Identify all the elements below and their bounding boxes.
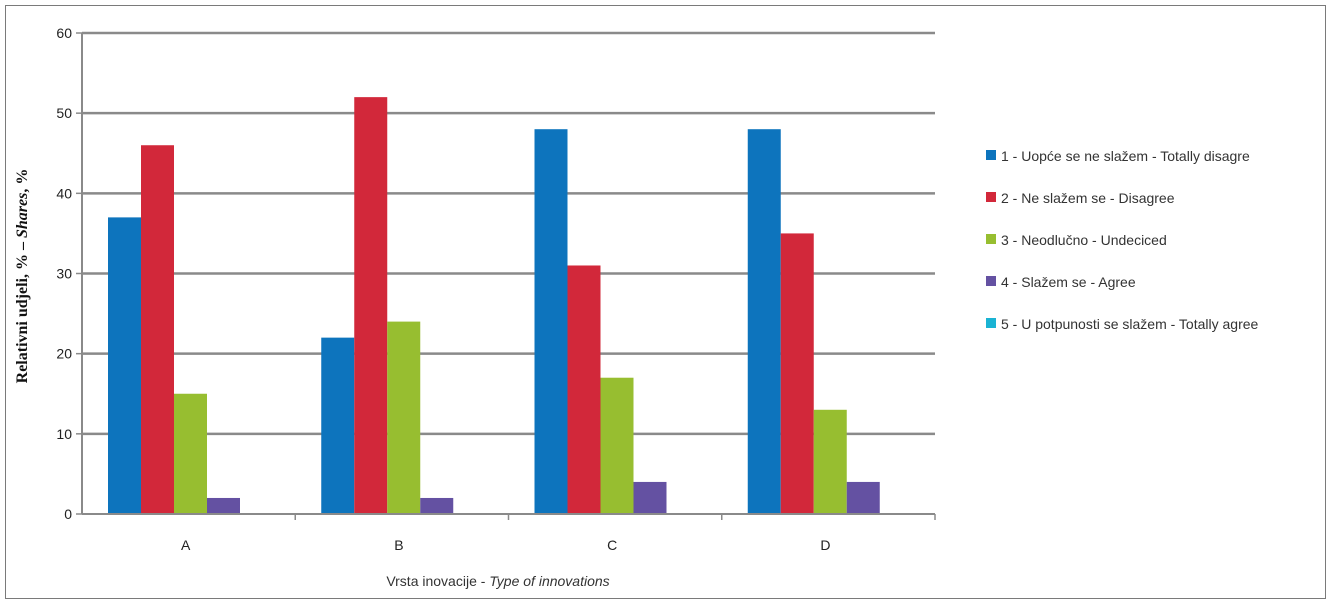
x-tick-label: D xyxy=(820,537,830,553)
bar xyxy=(108,217,141,514)
bar xyxy=(141,145,174,514)
legend-swatch xyxy=(986,276,996,286)
bar xyxy=(747,129,781,514)
legend: 1 - Uopće se ne slažem - Totally disagre… xyxy=(986,146,1331,334)
chart-frame: 0 10 20 30 40 50 60 A B C D Relativni udjeli, % – … xyxy=(5,5,1326,599)
bar xyxy=(600,377,634,514)
legend-label: 2 - Ne slažem se - Disagree xyxy=(1001,190,1175,206)
y-tick-label: 40 xyxy=(56,185,72,201)
legend-item: 4 - Slažem se - Agree xyxy=(986,272,1331,292)
bar xyxy=(567,265,601,514)
legend-item: 3 - Neodlučno - Undeciced xyxy=(986,230,1331,250)
legend-swatch xyxy=(986,150,996,160)
bar xyxy=(207,497,240,514)
legend-label: 5 - U potpunosti se slažem - Totally agr… xyxy=(1001,316,1259,332)
legend-label: 1 - Uopće se ne slažem - Totally disagre xyxy=(1001,148,1250,164)
legend-item: 1 - Uopće se ne slažem - Totally disagre xyxy=(986,146,1331,166)
bar xyxy=(534,129,568,514)
bar xyxy=(174,393,207,514)
legend-label: 3 - Neodlučno - Undeciced xyxy=(1001,232,1167,248)
bar xyxy=(813,409,847,514)
legend-item: 2 - Ne slažem se - Disagree xyxy=(986,188,1331,208)
y-tick-label: 60 xyxy=(56,25,72,41)
bar xyxy=(633,481,667,514)
y-tick-label: 20 xyxy=(56,346,72,362)
legend-swatch xyxy=(986,192,996,202)
x-tick-label: A xyxy=(181,537,191,553)
bar-chart: 0 10 20 30 40 50 60 A B C D Relativni udjeli, % – … xyxy=(14,25,936,589)
legend-swatch xyxy=(986,318,996,328)
bar xyxy=(321,337,355,514)
bar xyxy=(420,497,454,514)
legend-item: 5 - U potpunosti se slažem - Totally agr… xyxy=(986,314,1331,334)
y-tick-label: 10 xyxy=(56,426,72,442)
legend-label: 4 - Slažem se - Agree xyxy=(1001,274,1136,290)
bars xyxy=(108,97,880,514)
x-tick-label: B xyxy=(394,537,403,553)
axes: 0 10 20 30 40 50 60 A B C D xyxy=(56,25,936,553)
x-tick-label: C xyxy=(607,537,617,553)
bar xyxy=(780,233,814,514)
y-axis-title: Relativni udjeli, % – Shares, % xyxy=(14,169,31,384)
y-tick-label: 50 xyxy=(56,105,72,121)
legend-swatch xyxy=(986,234,996,244)
bar xyxy=(387,321,421,514)
y-tick-label: 30 xyxy=(56,266,72,282)
bar xyxy=(846,481,880,514)
y-tick-label: 0 xyxy=(64,506,72,522)
bar xyxy=(354,97,388,514)
x-axis-title: Vrsta inovacije - Type of innovations xyxy=(386,573,609,589)
